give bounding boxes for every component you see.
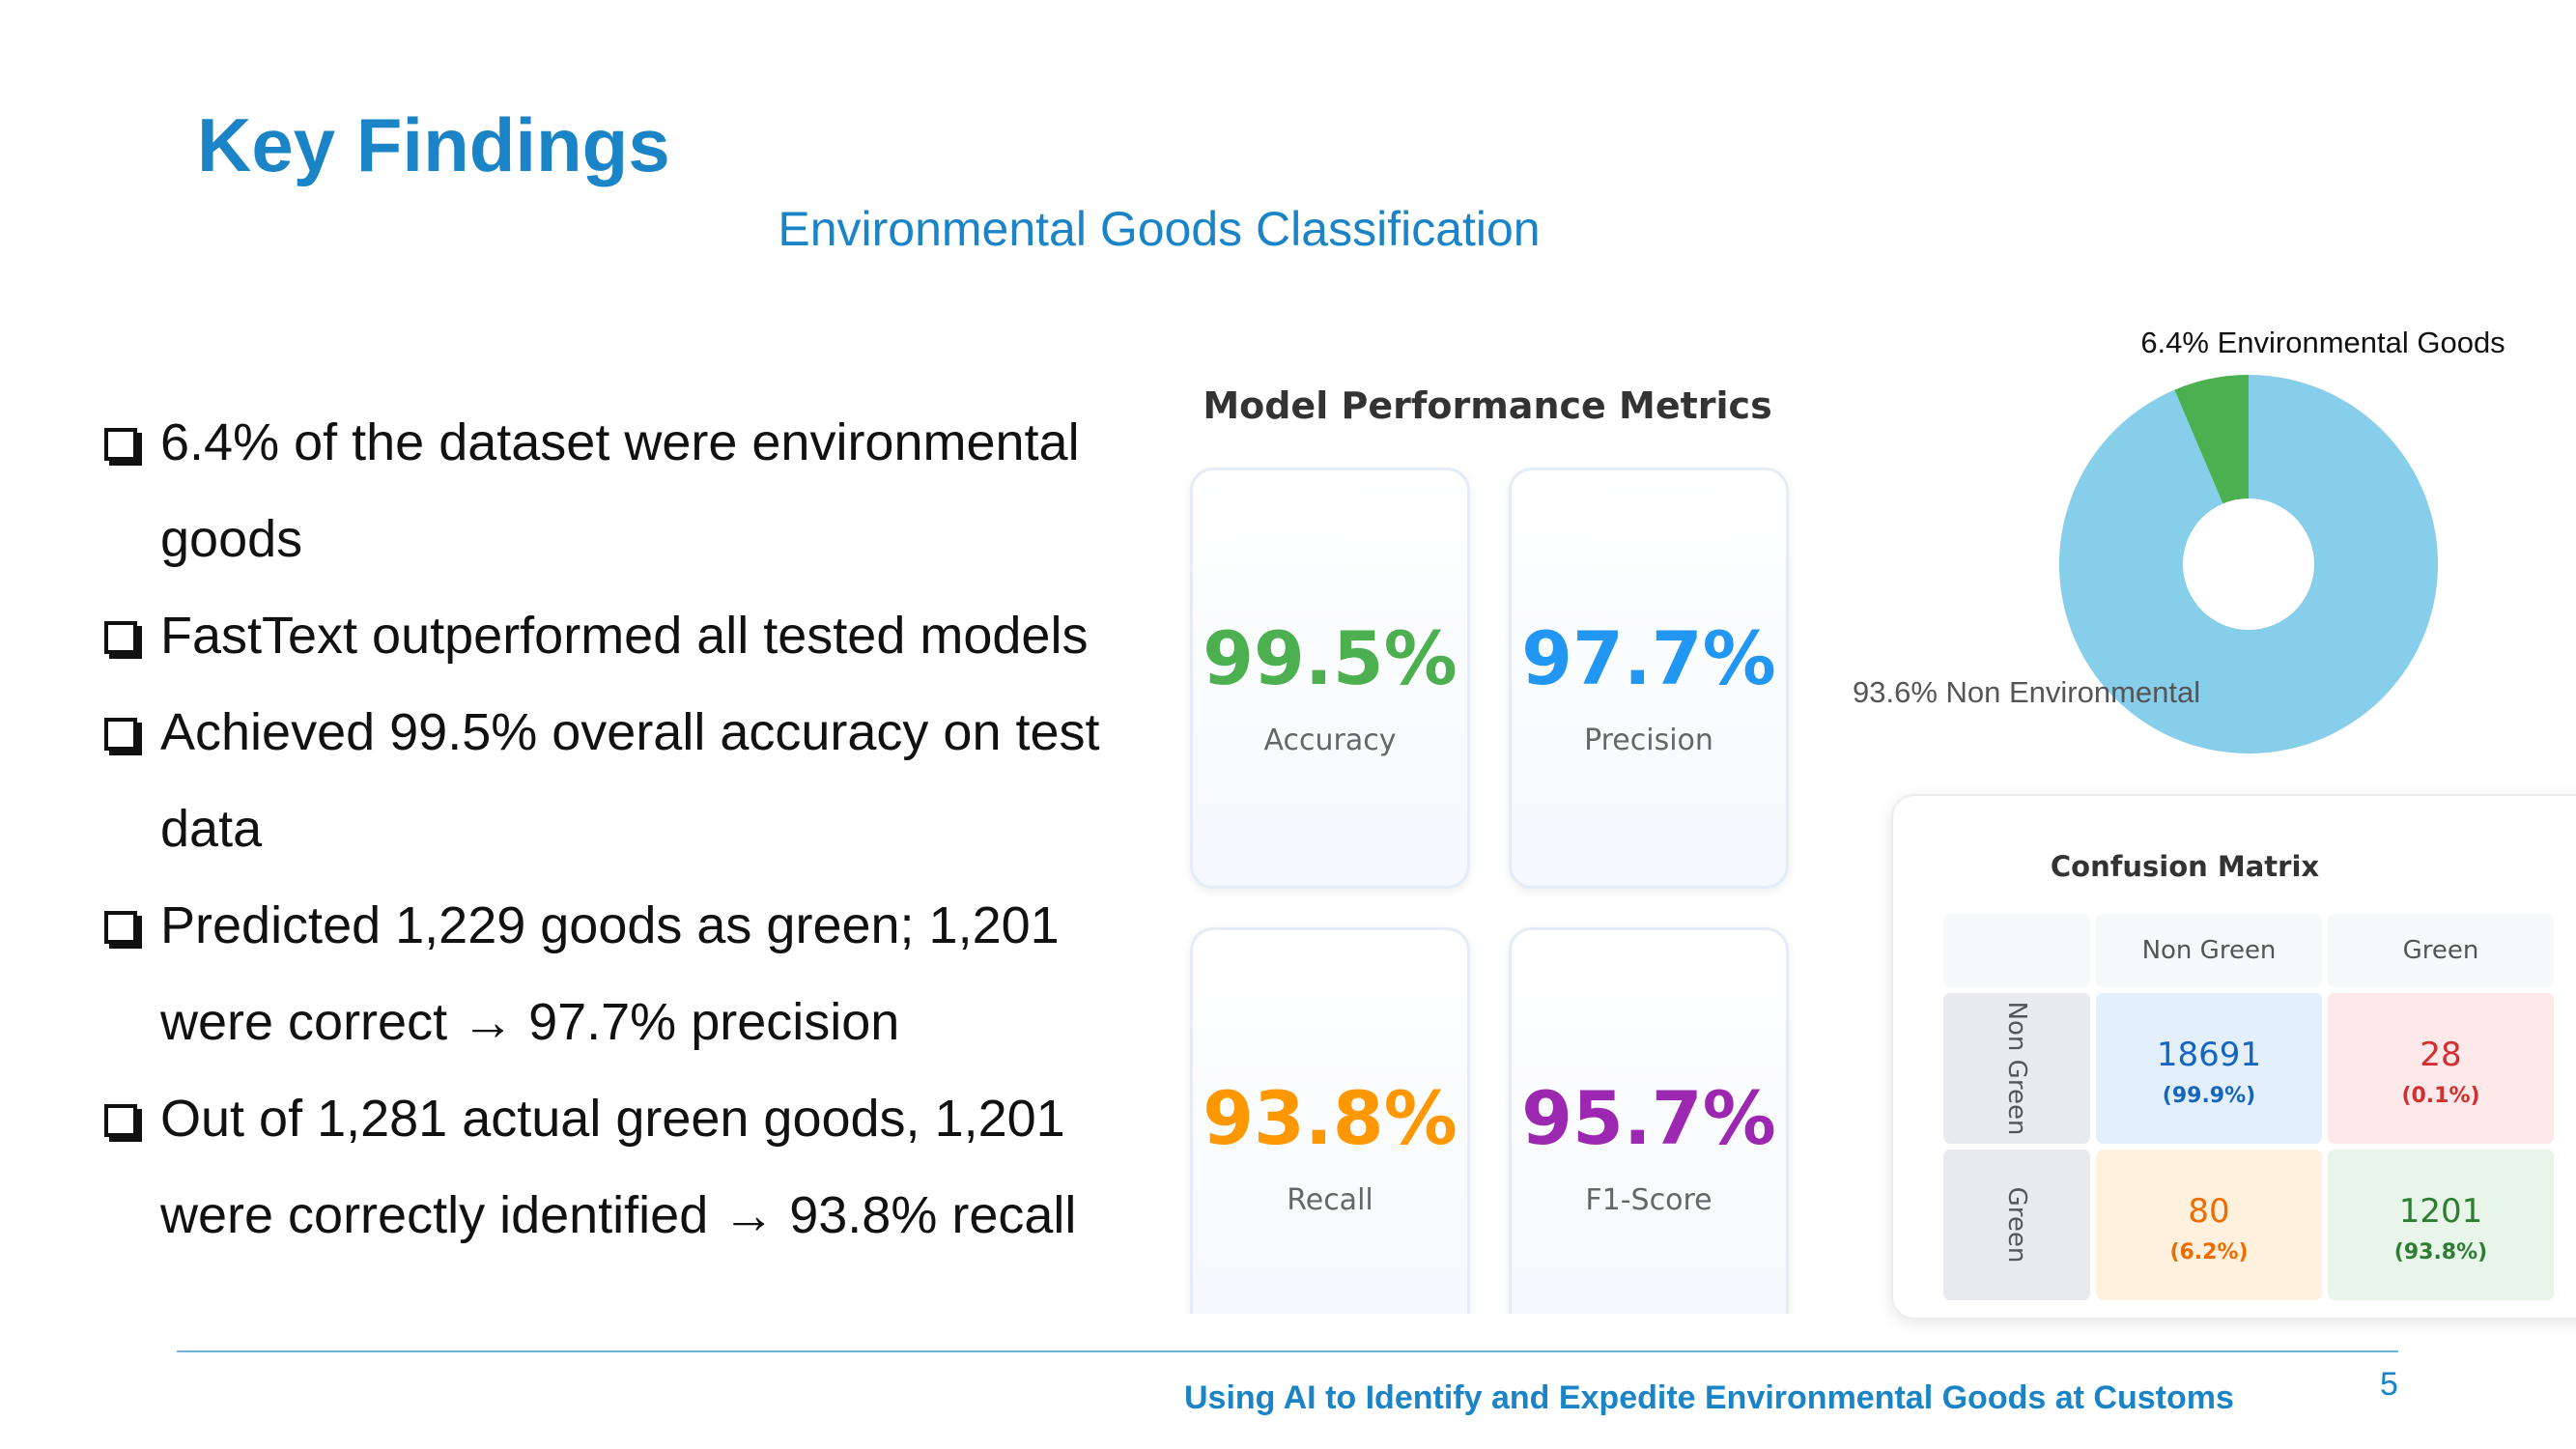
cell-percentage: (6.2%) [2169,1240,2249,1264]
matrix-cell-true-negative: 18691 (99.9%) [2096,993,2322,1144]
confusion-matrix-title: Confusion Matrix [2050,850,2320,883]
finding-item: Achieved 99.5% overall accuracy on test … [100,684,1163,877]
checkbox-bullet-icon [104,621,137,654]
matrix-cell-false-positive: 28 (0.1%) [2328,993,2554,1144]
metric-label: F1-Score [1585,1183,1713,1217]
cell-count: 1201 [2398,1192,2483,1231]
cell-percentage: (99.9%) [2162,1084,2256,1108]
finding-text: FastText outperformed all tested models [160,607,1089,665]
cell-percentage: (0.1%) [2401,1084,2480,1108]
matrix-column-header-non-green: Non Green [2096,914,2322,987]
cell-count: 28 [2420,1036,2462,1074]
cell-count: 80 [2188,1192,2230,1231]
metric-value: 97.7% [1521,615,1776,701]
checkbox-bullet-icon [104,1104,137,1137]
metric-value: 99.5% [1203,615,1458,701]
metric-card-accuracy: 99.5% Accuracy [1190,468,1470,889]
class-distribution-chart: 6.4% Environmental Goods 93.6% Non Envir… [1835,309,2569,773]
footer-divider [177,1350,2398,1352]
donut-chart: 6.4% Environmental Goods 93.6% Non Envir… [1853,326,2505,753]
row-header-label: Non Green [2002,1001,2031,1136]
matrix-row-header-non-green: Non Green [1943,993,2090,1144]
finding-text: Out of 1,281 actual green goods, 1,201 w… [160,1090,1077,1244]
matrix-cell-false-negative: 80 (6.2%) [2096,1150,2322,1300]
metric-card-precision: 97.7% Precision [1509,468,1789,889]
metrics-title: Model Performance Metrics [1203,384,1772,427]
matrix-corner-cell [1943,914,2090,987]
confusion-matrix-panel: Confusion Matrix Non Green Green Non Gre… [1891,794,2576,1320]
slide-subtitle: Environmental Goods Classification [778,202,1541,256]
metric-value: 95.7% [1521,1075,1776,1161]
metric-label: Recall [1287,1183,1373,1217]
matrix-column-header-green: Green [2328,914,2554,987]
page-number: 5 [2380,1366,2398,1403]
checkbox-bullet-icon [104,718,137,751]
slide-title: Key Findings [197,102,670,187]
metric-card-f1-score: 95.7% F1-Score [1509,927,1789,1314]
checkbox-bullet-icon [104,428,137,461]
metric-card-recall: 93.8% Recall [1190,927,1470,1314]
slice-label-non-environmental: 93.6% Non Environmental [1853,675,2200,709]
matrix-cell-true-positive: 1201 (93.8%) [2328,1150,2554,1300]
footer-text: Using AI to Identify and Expedite Enviro… [1184,1379,2234,1416]
matrix-row-header-green: Green [1943,1150,2090,1300]
finding-item: Out of 1,281 actual green goods, 1,201 w… [100,1070,1163,1264]
cell-count: 18691 [2156,1036,2262,1074]
finding-item: 6.4% of the dataset were environmental g… [100,394,1163,587]
cell-percentage: (93.8%) [2393,1240,2488,1264]
row-header-label: Green [2002,1186,2031,1264]
metric-label: Precision [1584,724,1713,757]
finding-text: Achieved 99.5% overall accuracy on test … [160,703,1100,858]
metric-label: Accuracy [1263,724,1397,757]
slice-label-environmental: 6.4% Environmental Goods [2140,326,2505,359]
findings-list: 6.4% of the dataset were environmental g… [100,394,1163,1264]
finding-text: Predicted 1,229 goods as green; 1,201 we… [160,896,1060,1051]
finding-item: Predicted 1,229 goods as green; 1,201 we… [100,877,1163,1070]
finding-item: FastText outperformed all tested models [100,587,1163,684]
finding-text: 6.4% of the dataset were environmental g… [160,413,1080,568]
checkbox-bullet-icon [104,911,137,944]
performance-metrics-panel: Model Performance Metrics 99.5% Accuracy… [1178,367,1797,1314]
donut-hole [2183,498,2314,630]
metric-value: 93.8% [1203,1075,1458,1161]
